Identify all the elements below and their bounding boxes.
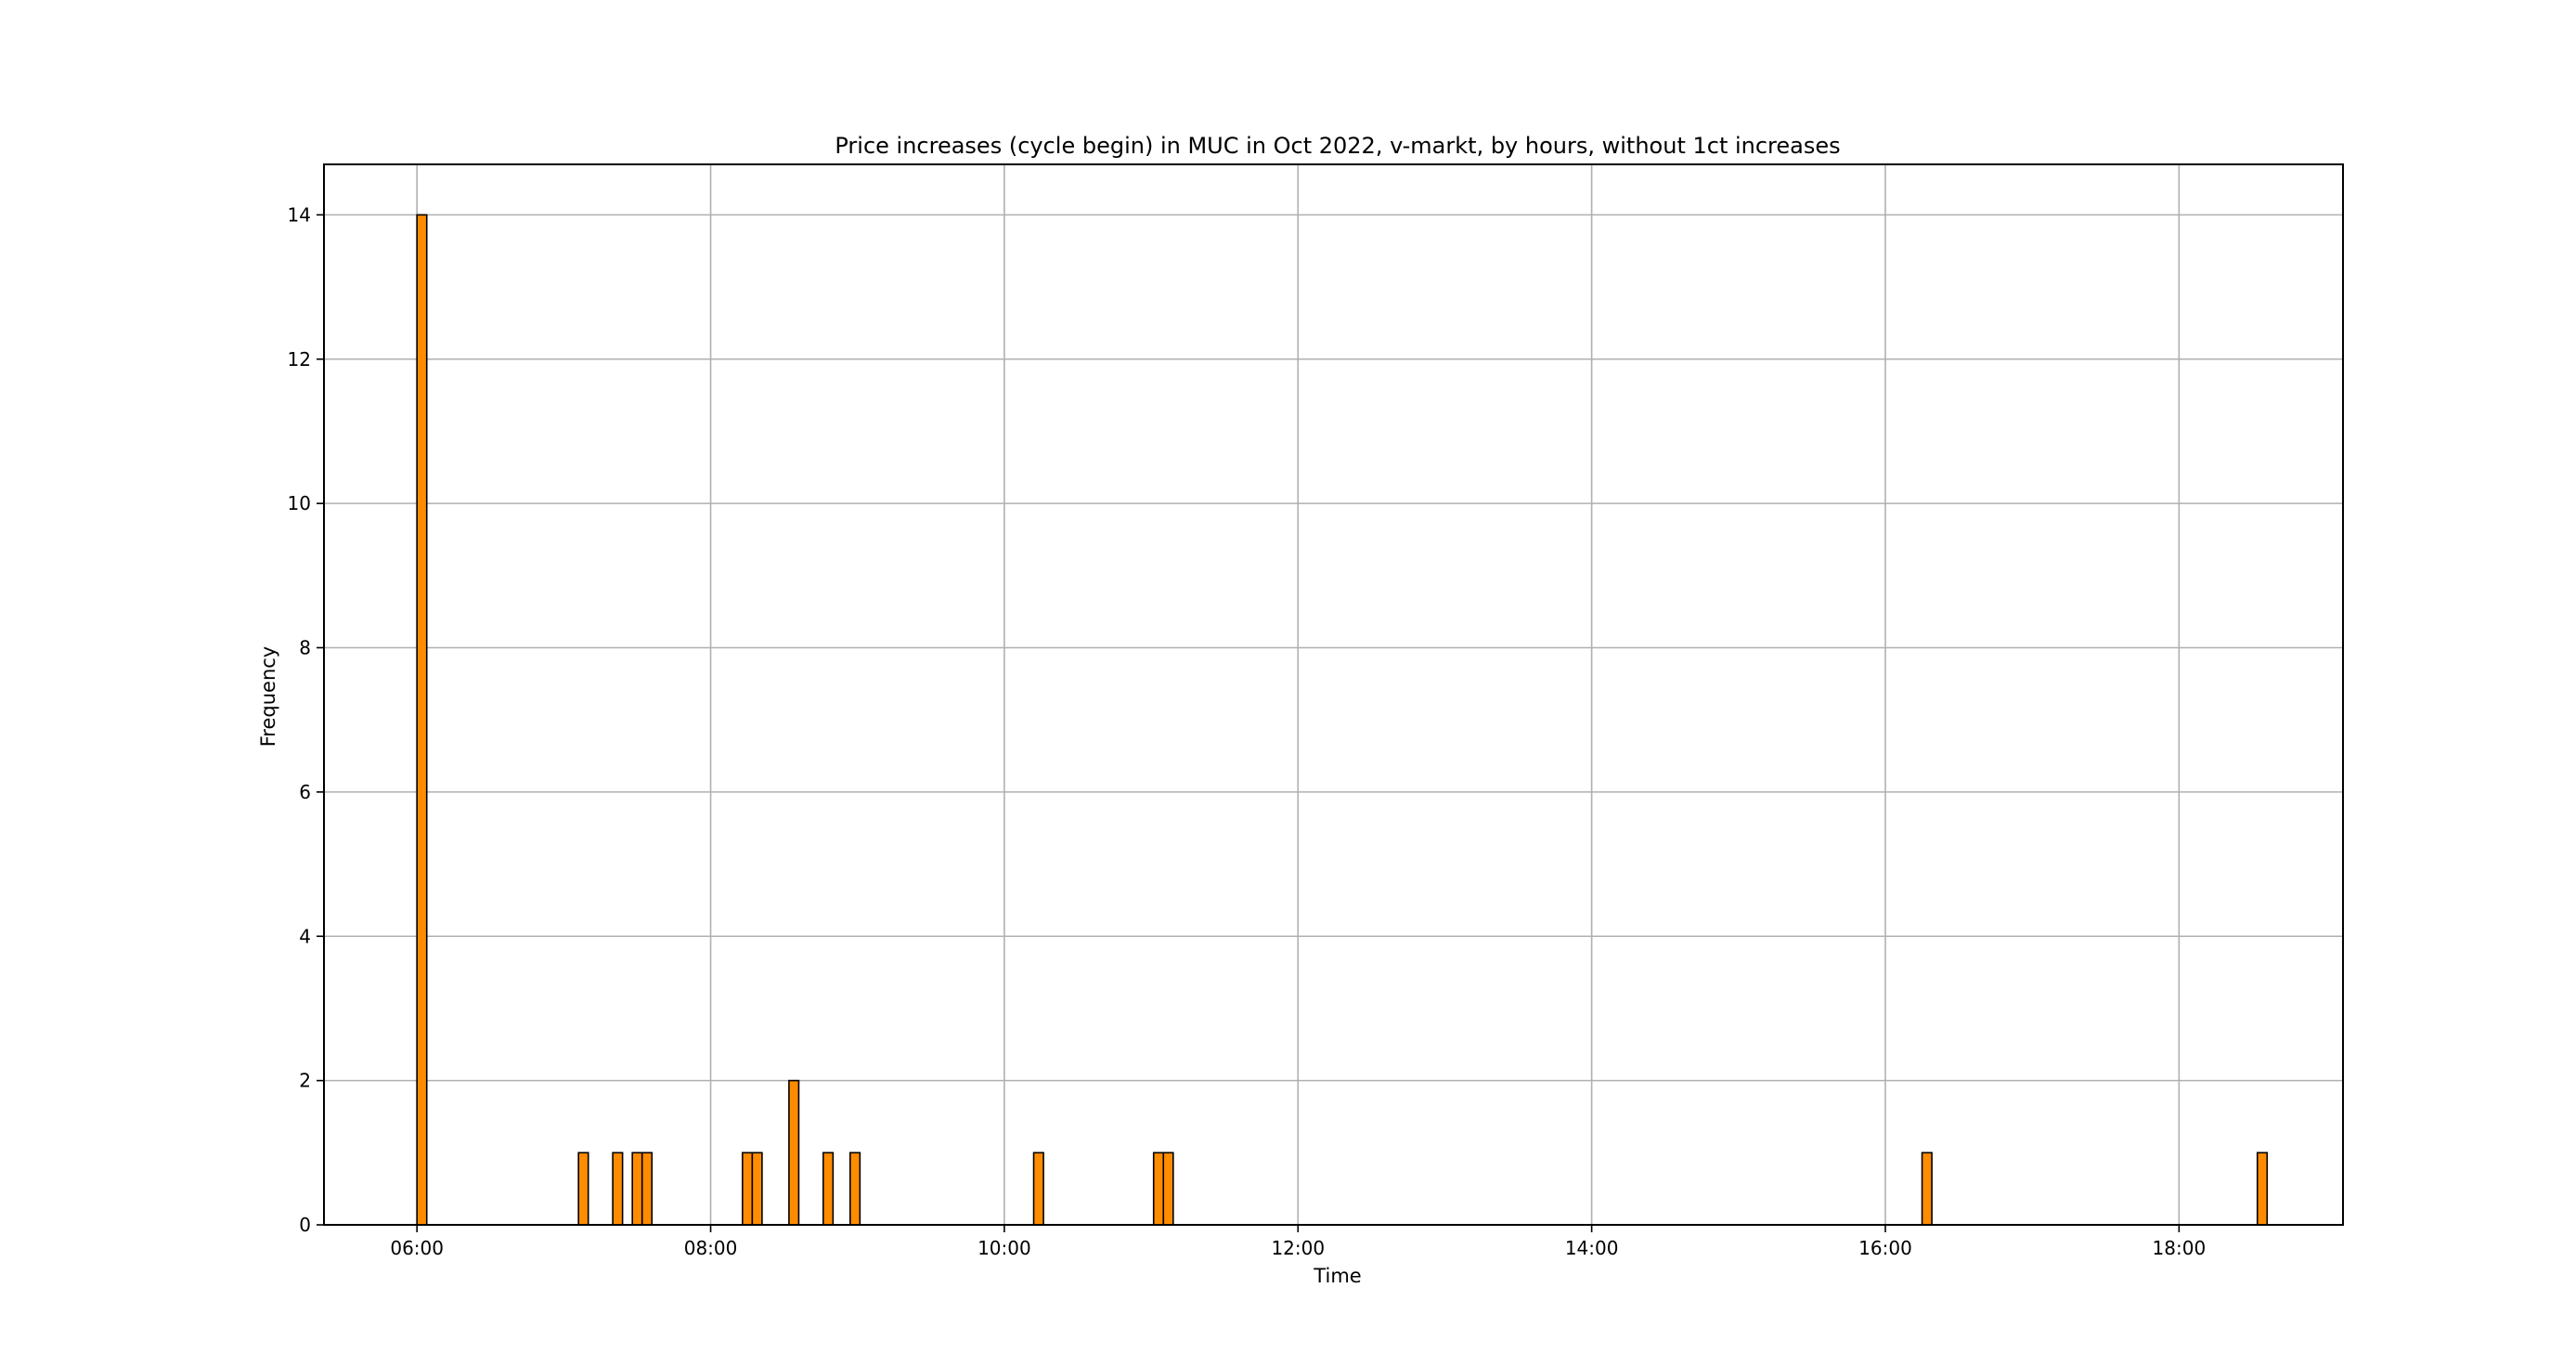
x-tick-label: 16:00	[1858, 1237, 1912, 1259]
x-tick-label: 14:00	[1565, 1237, 1619, 1259]
x-tick-label: 12:00	[1271, 1237, 1325, 1259]
histogram-bar	[751, 1151, 763, 1226]
histogram-bar	[577, 1151, 589, 1226]
y-tick-label: 8	[299, 637, 311, 659]
chart-title: Price increases (cycle begin) in MUC in …	[835, 133, 1840, 159]
x-tick-label: 10:00	[977, 1237, 1031, 1259]
x-axis-label: Time	[1313, 1265, 1361, 1287]
histogram-bar	[849, 1151, 861, 1226]
histogram-bar	[742, 1151, 754, 1226]
histogram-bar	[1921, 1151, 1933, 1226]
histogram-bar	[612, 1151, 624, 1226]
x-axis-ticks: 06:00 08:00 10:00 12:00 14:00 16:00 18:00	[390, 1225, 2206, 1259]
y-tick-label: 4	[299, 925, 311, 947]
y-tick-label: 6	[299, 781, 311, 803]
histogram-bar	[822, 1151, 835, 1226]
histogram-bar	[416, 214, 428, 1226]
y-tick-label: 2	[299, 1070, 311, 1092]
grid-lines	[324, 164, 2343, 1226]
histogram-bar	[1152, 1151, 1165, 1226]
y-tick-label: 12	[288, 348, 311, 371]
histogram-bar	[1032, 1151, 1044, 1226]
x-tick-label: 18:00	[2153, 1237, 2207, 1259]
histogram-bar	[641, 1151, 654, 1226]
x-tick-label: 08:00	[684, 1237, 738, 1259]
y-tick-label: 14	[288, 203, 311, 226]
x-tick-label: 06:00	[390, 1237, 444, 1259]
y-axis-ticks: 0 2 4 6 8 10 12 14	[288, 203, 324, 1236]
histogram-bar	[1162, 1151, 1174, 1226]
histogram-bar	[631, 1151, 643, 1226]
histogram-bar	[788, 1079, 800, 1226]
y-tick-label: 10	[288, 492, 311, 514]
y-tick-label: 0	[299, 1214, 311, 1236]
histogram-bar	[2256, 1151, 2269, 1226]
plot-area-frame	[323, 163, 2344, 1226]
y-axis-label: Frequency	[257, 646, 279, 748]
